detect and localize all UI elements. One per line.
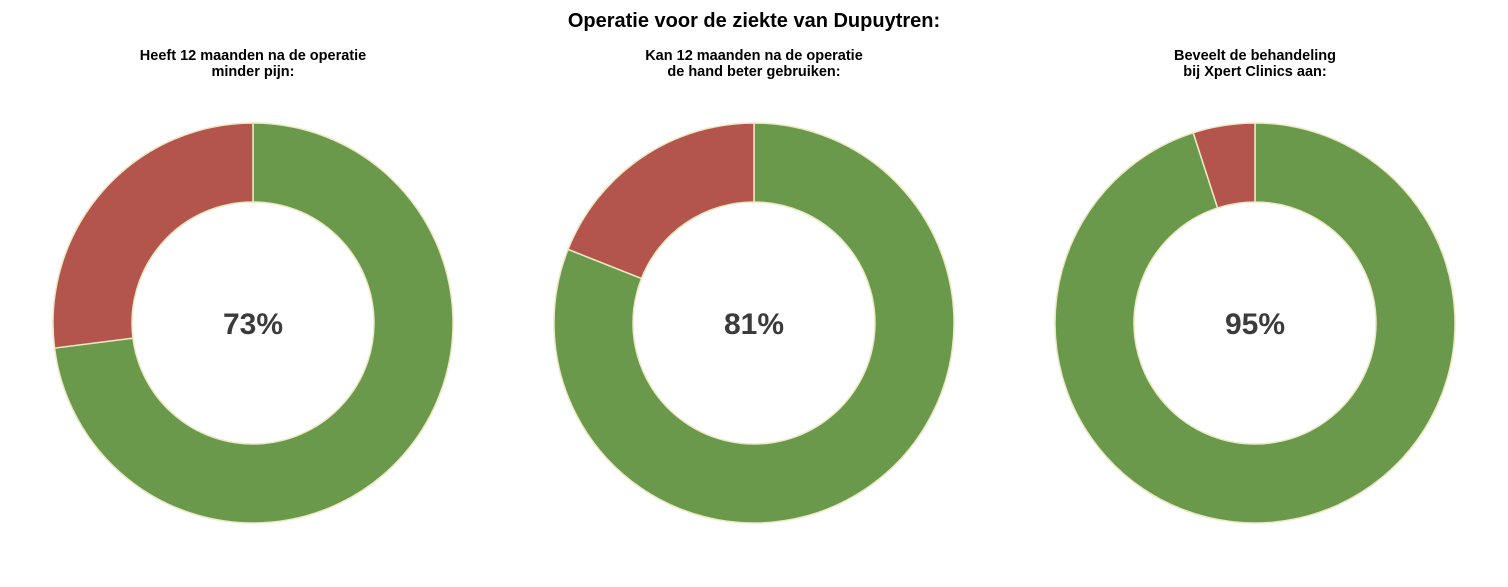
donut-slice-pain-ja <box>53 122 454 524</box>
donut-chart-hand-use: 81% <box>553 122 955 524</box>
center-label-hand-use: 81% <box>724 308 784 341</box>
chart-title-hand-use: Kan 12 maanden na de operatie de hand be… <box>645 48 863 80</box>
center-label-pain: 73% <box>223 308 283 341</box>
page-title: Operatie voor de ziekte van Dupuytren: <box>567 10 941 32</box>
donut-slice-recommend-nee <box>1192 122 1256 209</box>
donut-slice-hand-use-nee <box>567 122 755 280</box>
donut-slice-hand-use-ja <box>553 122 955 524</box>
chart-title-pain: Heeft 12 maanden na de operatie minder p… <box>139 48 367 80</box>
donut-slice-recommend-ja <box>1054 122 1456 524</box>
donut-chart-pain: 73% <box>52 122 454 524</box>
chart-title-recommend: Beveelt de behandeling bij Xpert Clinics… <box>1174 48 1336 80</box>
donut-chart-recommend: 95% <box>1054 122 1456 524</box>
donut-slice-pain-nee <box>52 122 254 349</box>
center-label-recommend: 95% <box>1225 308 1285 341</box>
